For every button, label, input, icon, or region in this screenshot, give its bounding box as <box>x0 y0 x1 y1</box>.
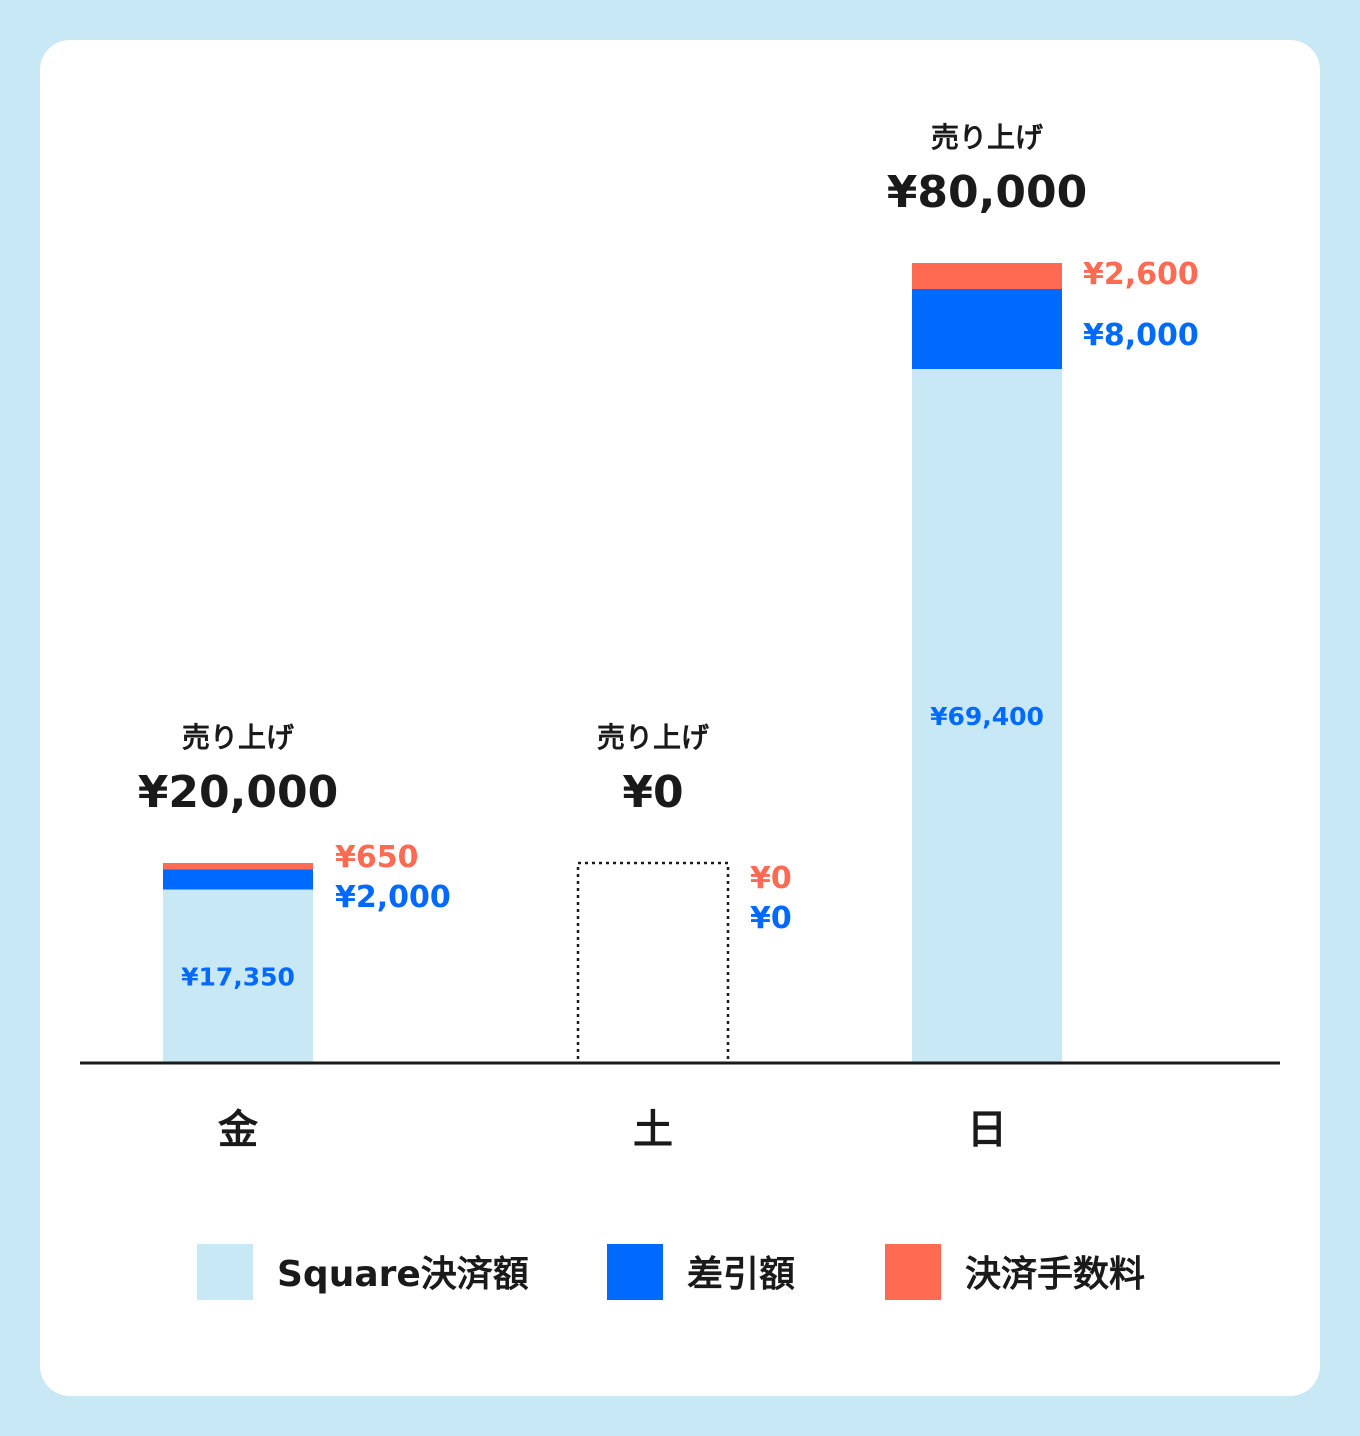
x-tick-label: 金 <box>217 1107 259 1153</box>
x-tick-label: 土 <box>633 1107 673 1153</box>
legend-label: Square決済額 <box>277 1254 529 1295</box>
fee-label: ¥650 <box>335 840 419 875</box>
bar-segment-square-payment <box>163 889 313 1063</box>
square-payment-label: ¥69,400 <box>930 702 1044 731</box>
sales-total: ¥80,000 <box>887 167 1087 218</box>
bar-segment-net <box>163 869 313 890</box>
empty-bar-outline <box>576 861 730 1065</box>
legend-swatch <box>197 1244 253 1300</box>
net-label: ¥2,000 <box>335 880 451 915</box>
legend-swatch <box>607 1244 663 1300</box>
bar-segment-net <box>912 289 1062 369</box>
legend-label: 決済手数料 <box>965 1254 1145 1295</box>
sales-total: ¥20,000 <box>138 767 338 818</box>
sales-total: ¥0 <box>622 767 683 818</box>
chart-card: ¥17,350 ¥650 ¥2,000 売り上げ ¥20,000 金 ¥0 ¥0 売り上げ ¥0 土… <box>40 40 1320 1396</box>
bar-segment-square-payment <box>912 369 1062 1063</box>
fee-label: ¥0 <box>750 861 792 896</box>
legend-swatch <box>885 1244 941 1300</box>
square-payment-label: ¥17,350 <box>181 962 295 991</box>
sales-heading: 売り上げ <box>182 721 295 754</box>
bar-segment-fee <box>163 863 313 870</box>
legend-label: 差引額 <box>687 1254 795 1295</box>
x-tick-label: 日 <box>967 1107 1007 1153</box>
sales-heading: 売り上げ <box>931 121 1044 154</box>
sales-heading: 売り上げ <box>597 721 710 754</box>
bar-segment-fee <box>912 263 1062 289</box>
net-label: ¥0 <box>750 901 792 936</box>
net-label: ¥8,000 <box>1083 318 1199 353</box>
stacked-bar-chart: ¥17,350 ¥650 ¥2,000 売り上げ ¥20,000 金 ¥0 ¥0 売り上げ ¥0 土… <box>80 121 1280 1300</box>
fee-label: ¥2,600 <box>1083 257 1199 292</box>
